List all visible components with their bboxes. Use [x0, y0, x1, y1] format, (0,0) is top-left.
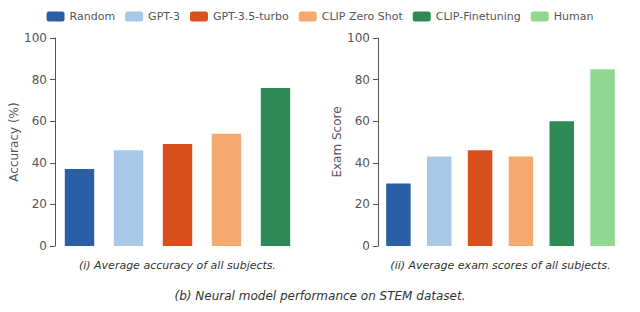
- svg-text:60: 60: [32, 114, 47, 128]
- svg-text:0: 0: [362, 239, 370, 253]
- svg-text:80: 80: [32, 73, 47, 87]
- svg-text:(i) Average accuracy of all su: (i) Average accuracy of all subjects.: [79, 259, 276, 272]
- svg-text:60: 60: [355, 114, 370, 128]
- svg-text:80: 80: [355, 73, 370, 87]
- svg-text:CLIP-Finetuning: CLIP-Finetuning: [436, 10, 521, 23]
- svg-text:Accuracy (%): Accuracy (%): [7, 102, 21, 181]
- svg-text:GPT-3.5-turbo: GPT-3.5-turbo: [213, 10, 289, 23]
- svg-text:100: 100: [24, 31, 47, 45]
- svg-text:(ii) Average exam scores of al: (ii) Average exam scores of all subjects…: [390, 259, 610, 272]
- svg-text:100: 100: [347, 31, 370, 45]
- svg-text:20: 20: [355, 197, 370, 211]
- svg-text:CLIP Zero Shot: CLIP Zero Shot: [322, 10, 404, 23]
- svg-text:(b) Neural model performance o: (b) Neural model performance on STEM dat…: [175, 289, 466, 303]
- svg-text:20: 20: [32, 197, 47, 211]
- svg-text:40: 40: [355, 156, 370, 170]
- svg-text:Exam Score: Exam Score: [330, 106, 344, 177]
- svg-text:GPT-3: GPT-3: [148, 10, 180, 23]
- svg-text:Human: Human: [554, 10, 594, 23]
- svg-text:Random: Random: [70, 10, 116, 23]
- svg-text:40: 40: [32, 156, 47, 170]
- svg-text:0: 0: [39, 239, 47, 253]
